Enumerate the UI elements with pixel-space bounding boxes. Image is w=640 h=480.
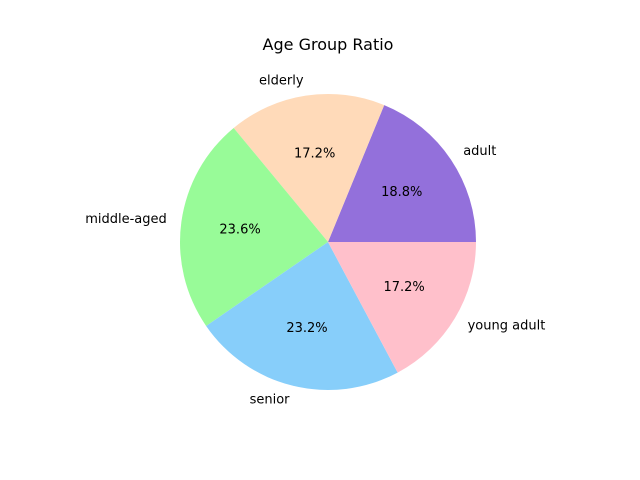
- slice-percent-middle-aged: 23.6%: [219, 222, 260, 237]
- pie-slices: [179, 93, 476, 390]
- pie-slice-middle-aged: [179, 127, 328, 326]
- slice-label-elderly: elderly: [259, 74, 304, 89]
- pie-slice-senior: [206, 242, 398, 390]
- slice-percent-young-adult: 17.2%: [383, 280, 424, 295]
- pie-slice-young-adult: [328, 242, 476, 373]
- chart-title: Age Group Ratio: [263, 35, 394, 54]
- slice-label-young-adult: young adult: [468, 318, 546, 333]
- slice-label-middle-aged: middle-aged: [85, 212, 167, 227]
- pie-labels: adult 18.8% elderly 17.2% middle-aged 23.6% se…: [85, 74, 545, 408]
- slice-percent-elderly: 17.2%: [294, 147, 335, 162]
- slice-label-adult: adult: [463, 144, 496, 159]
- slice-label-senior: senior: [250, 393, 291, 408]
- pie-slice-elderly: [233, 93, 385, 242]
- pie-slice-adult: [328, 105, 476, 242]
- slice-percent-adult: 18.8%: [381, 185, 422, 200]
- slice-percent-senior: 23.2%: [286, 321, 327, 336]
